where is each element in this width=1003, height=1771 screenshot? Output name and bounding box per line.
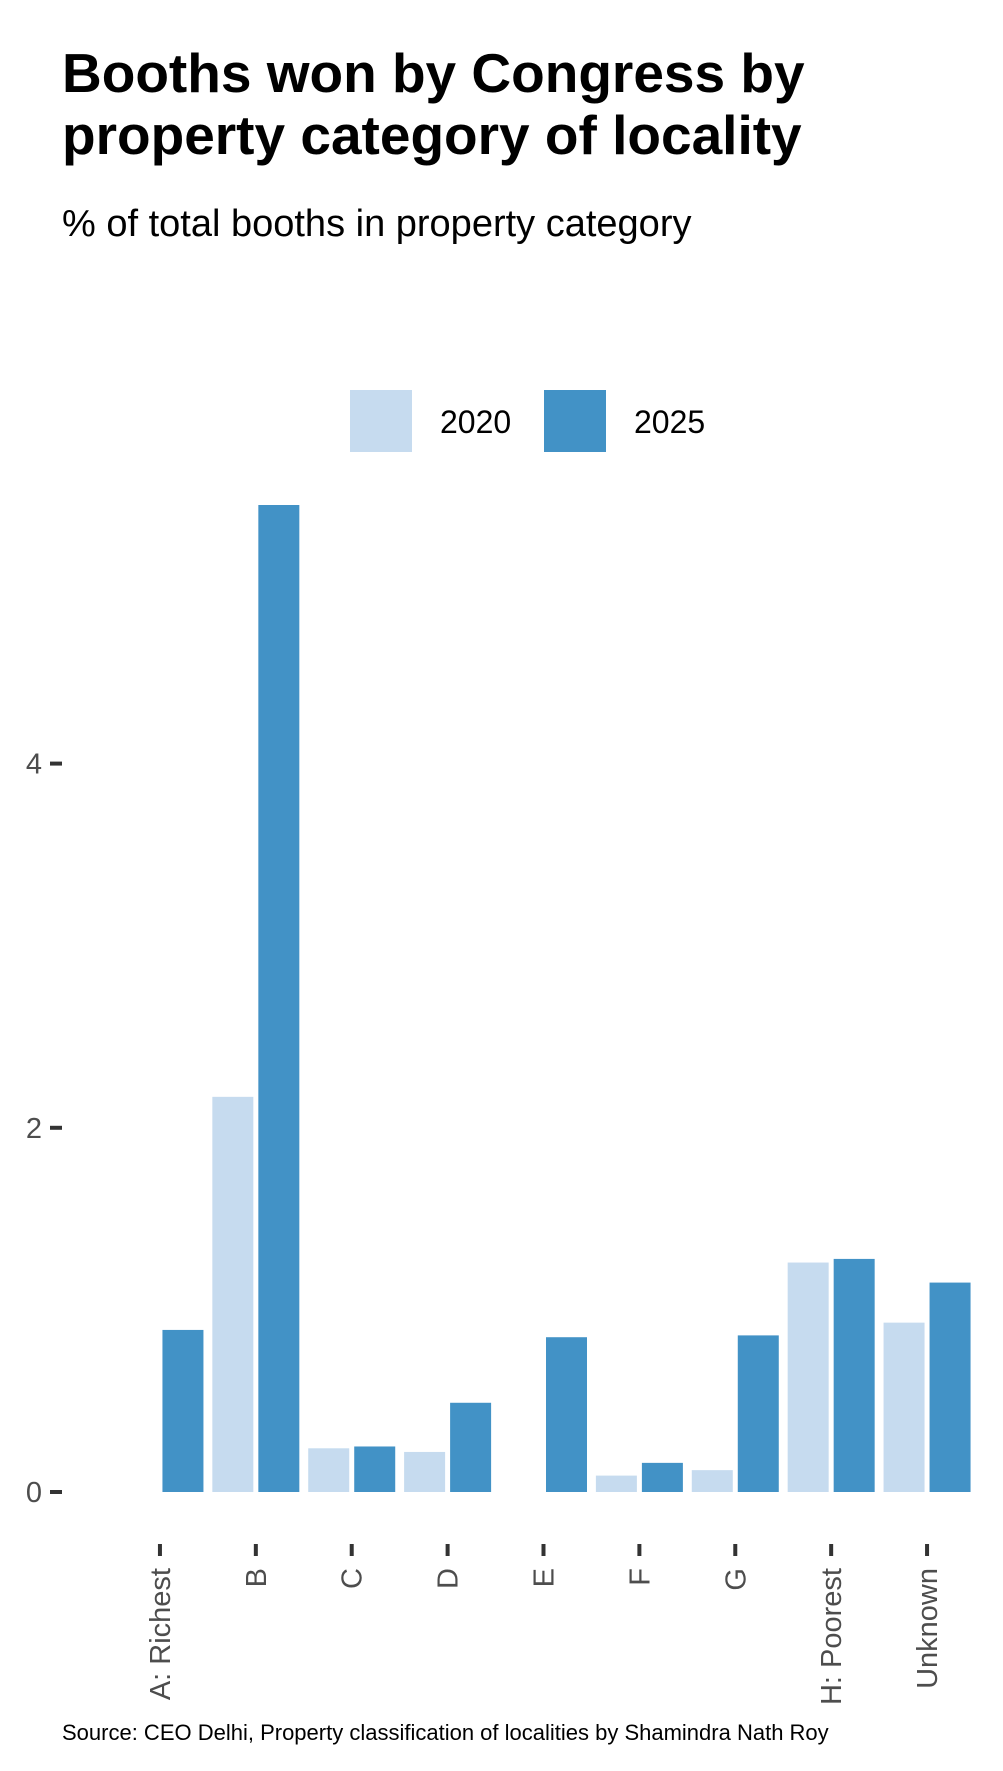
chart-title: Booths won by Congress by property categ…	[62, 42, 805, 166]
y-tick-label: 0	[26, 1477, 42, 1509]
bar-2020-unknown	[883, 1322, 925, 1492]
legend-label-2025: 2025	[634, 404, 705, 440]
x-axis: A: Richest B C D E F G H: Poorest Unknown	[145, 1544, 944, 1705]
source-note: Source: CEO Delhi, Property classificati…	[62, 1720, 829, 1745]
x-tick-label: Unknown	[912, 1568, 944, 1689]
legend-label-2020: 2020	[440, 404, 511, 440]
bar-2025-a-richest	[162, 1329, 204, 1492]
y-axis: 0 2 4	[26, 749, 62, 1509]
y-tick-label: 2	[26, 1113, 42, 1145]
bar-2020-f	[595, 1475, 637, 1492]
x-tick-label: G	[720, 1568, 752, 1591]
bar-2025-g	[737, 1335, 779, 1492]
bar-2020-c	[308, 1448, 350, 1492]
bar-2020-g	[691, 1470, 733, 1492]
x-tick-label: B	[241, 1568, 273, 1587]
bar-2020-h-poorest	[787, 1262, 829, 1492]
x-tick-label: H: Poorest	[816, 1568, 848, 1705]
x-tick-label: F	[624, 1568, 656, 1586]
bar-2020-d	[404, 1451, 446, 1492]
legend: 2020 2025	[350, 390, 705, 452]
legend-swatch-2020	[350, 390, 412, 452]
bar-2025-e	[546, 1337, 587, 1492]
x-tick-label: C	[337, 1568, 369, 1589]
legend-swatch-2025	[544, 390, 606, 452]
bar-2025-h-poorest	[833, 1258, 875, 1492]
chart-subtitle: % of total booths in property category	[62, 203, 692, 245]
bar-2020-b	[212, 1096, 254, 1492]
y-tick-label: 4	[26, 749, 42, 781]
x-tick-label: A: Richest	[145, 1568, 177, 1700]
bar-2025-c	[354, 1446, 396, 1492]
x-tick-label: D	[433, 1568, 465, 1589]
bar-2025-unknown	[929, 1282, 971, 1492]
bars	[162, 505, 971, 1492]
bar-2025-b	[258, 505, 300, 1492]
bar-2025-f	[641, 1462, 683, 1492]
bar-2025-d	[450, 1402, 492, 1492]
x-tick-label: E	[529, 1568, 561, 1587]
